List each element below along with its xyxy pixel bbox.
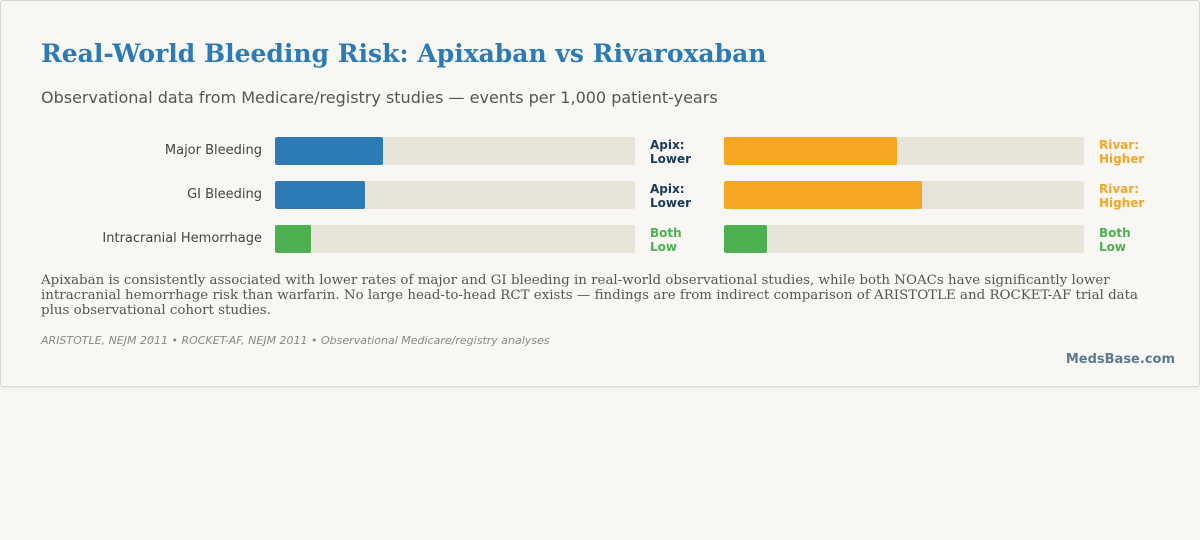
- rivaroxaban-track: [724, 181, 1084, 209]
- row: Major Bleeding Apix: Lower Rivar: Higher: [1, 137, 1199, 166]
- row-label: GI Bleeding: [187, 187, 262, 202]
- apixaban-bar: [275, 137, 383, 165]
- apixaban-track: [275, 137, 635, 165]
- apixaban-bar: [275, 225, 311, 253]
- apixaban-note: Apix: Lower: [650, 182, 692, 210]
- sources: ARISTOTLE, NEJM 2011 • ROCKET-AF, NEJM 2…: [41, 334, 550, 347]
- rivaroxaban-note: Rivar: Higher: [1099, 182, 1145, 210]
- row: GI Bleeding Apix: Lower Rivar: Higher: [1, 181, 1199, 210]
- summary: Apixaban is consistently associated with…: [41, 273, 1139, 318]
- rivaroxaban-track: [724, 137, 1084, 165]
- row: Intracranial Hemorrhage Both Low Both Low: [1, 225, 1199, 254]
- apixaban-note: Both Low: [650, 226, 682, 254]
- apixaban-track: [275, 181, 635, 209]
- rivaroxaban-note: Both Low: [1099, 226, 1131, 254]
- row-label: Intracranial Hemorrhage: [102, 231, 262, 246]
- brand: MedsBase.com: [1065, 352, 1175, 367]
- apixaban-track: [275, 225, 635, 253]
- subtitle: Observational data from Medicare/registr…: [41, 88, 718, 107]
- apixaban-note: Apix: Lower: [650, 138, 692, 166]
- rivaroxaban-bar: [724, 137, 897, 165]
- title: Real-World Bleeding Risk: Apixaban vs Ri…: [41, 39, 767, 68]
- rivaroxaban-track: [724, 225, 1084, 253]
- card: Real-World Bleeding Risk: Apixaban vs Ri…: [0, 0, 1200, 387]
- rivaroxaban-bar: [724, 181, 922, 209]
- rivaroxaban-bar: [724, 225, 768, 253]
- row-label: Major Bleeding: [164, 143, 262, 158]
- apixaban-bar: [275, 181, 365, 209]
- rivaroxaban-note: Rivar: Higher: [1099, 138, 1145, 166]
